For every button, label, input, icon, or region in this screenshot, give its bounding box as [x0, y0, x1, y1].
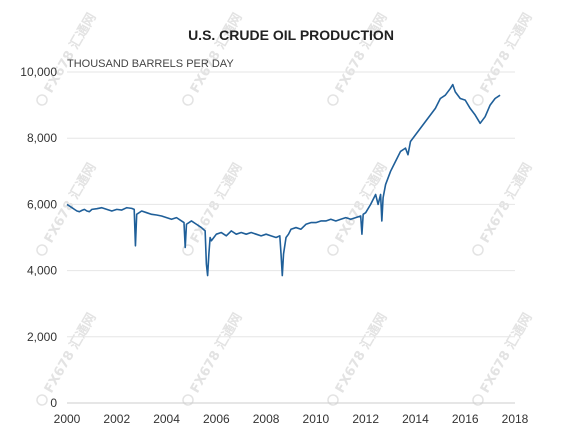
grid-lines — [67, 71, 515, 338]
production-series-line — [66, 83, 501, 277]
y-tick-label: 8,000 — [27, 131, 57, 145]
watermark: FX678 汇通网 — [182, 160, 246, 256]
x-tick-label: 2006 — [203, 412, 230, 426]
chart-title: U.S. CRUDE OIL PRODUCTION — [188, 27, 394, 43]
watermark: FX678 汇通网 — [472, 10, 536, 106]
x-tick-label: 2014 — [402, 412, 429, 426]
y-axis-label: THOUSAND BARRELS PER DAY — [67, 58, 234, 70]
watermark: FX678 汇通网 — [36, 310, 100, 406]
x-tick-label: 2000 — [54, 412, 81, 426]
watermark: FX678 汇通网 — [182, 310, 246, 406]
x-tick-label: 2010 — [303, 412, 330, 426]
watermark-text: FX678 汇通网 — [41, 310, 100, 396]
watermark-text: FX678 汇通网 — [187, 310, 246, 396]
y-axis-ticks: 0 2,000 4,000 6,000 8,000 10,000 — [20, 65, 57, 410]
y-tick-label: 4,000 — [27, 264, 57, 278]
watermark-text: FX678 汇通网 — [477, 160, 536, 246]
x-axis-ticks: 2000 2002 2004 2006 2008 2010 2012 2014 2016 2018 — [54, 412, 529, 426]
watermark: FX678 汇通网 — [472, 310, 536, 406]
x-tick-label: 2012 — [352, 412, 379, 426]
watermark-text: FX678 汇通网 — [332, 10, 391, 96]
y-tick-label: 6,000 — [27, 197, 57, 211]
x-tick-label: 2004 — [153, 412, 180, 426]
watermark-text: FX678 汇通网 — [41, 10, 100, 96]
x-tick-label: 2018 — [502, 412, 529, 426]
watermark-text: FX678 汇通网 — [332, 310, 391, 396]
x-tick-label: 2002 — [103, 412, 130, 426]
watermark-text: FX678 汇通网 — [187, 10, 246, 96]
watermark-text: FX678 汇通网 — [477, 310, 536, 396]
watermark: FX678 汇通网 — [472, 160, 536, 256]
x-tick-label: 2016 — [452, 412, 479, 426]
watermark: FX678 汇通网 — [327, 310, 391, 406]
watermark-text: FX678 汇通网 — [187, 160, 246, 246]
y-tick-label: 2,000 — [27, 330, 57, 344]
y-tick-label: 0 — [50, 396, 57, 410]
y-tick-label: 10,000 — [20, 65, 57, 79]
watermark-text: FX678 汇通网 — [477, 10, 536, 96]
watermark: FX678 汇通网 — [327, 10, 391, 106]
x-tick-label: 2008 — [253, 412, 280, 426]
